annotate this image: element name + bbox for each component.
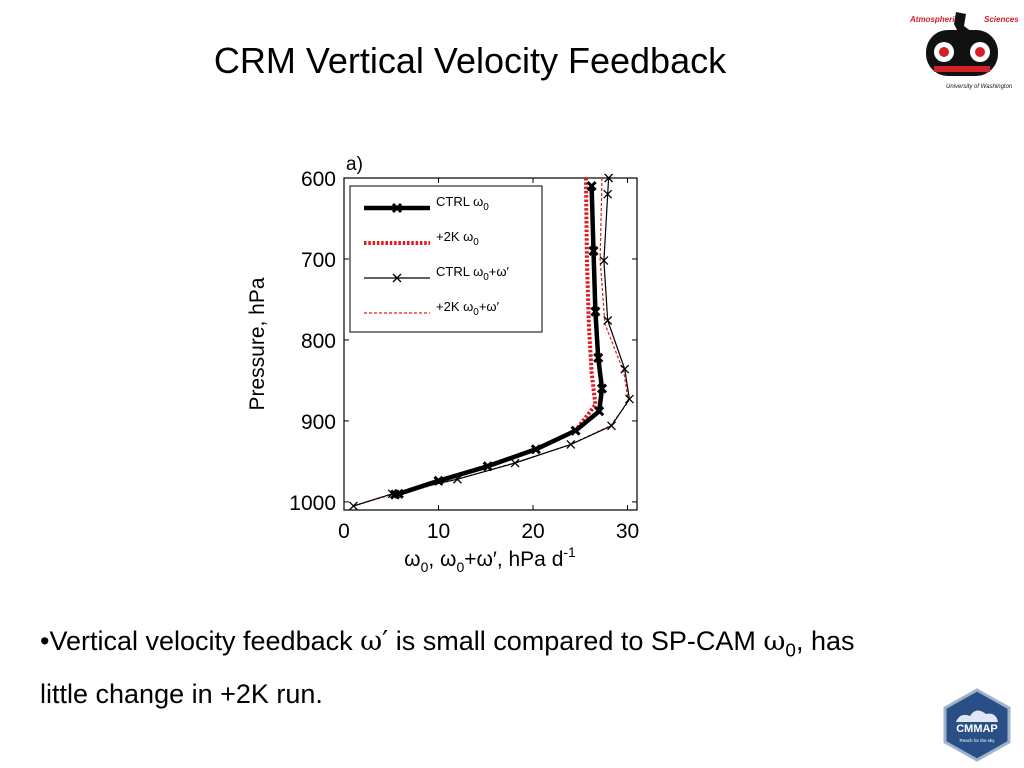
y-tick-label: 600	[301, 168, 336, 191]
panel-label: a)	[346, 154, 363, 175]
cloud-icon	[956, 710, 998, 722]
bullet-text-3: , has little change in +2K run.	[40, 626, 855, 709]
axis-ticks: 0 10 20 30 600 700 800 900 1000	[289, 168, 639, 543]
series-line-3	[353, 177, 630, 507]
slide-title: CRM Vertical Velocity Feedback	[213, 40, 727, 81]
y-tick-label: 700	[301, 249, 336, 272]
y-tick-label: 1000	[289, 492, 336, 515]
series-1-point	[596, 383, 608, 394]
series-3-point	[599, 256, 609, 266]
series-3-point	[348, 501, 358, 511]
cmmap-logo-subtext: Reach for the sky	[959, 738, 995, 743]
x-tick-label: 20	[521, 520, 544, 543]
logo-text-atmospheric: Atmospheric	[909, 15, 959, 24]
series-3-point	[620, 364, 630, 374]
omega-zero-subscript: 0	[785, 640, 796, 662]
omega-prime-symbol: ω′	[360, 626, 389, 657]
series-3-point	[603, 316, 613, 325]
y-tick-label: 800	[301, 330, 336, 353]
series-3-point	[624, 394, 634, 404]
raven-icon	[954, 12, 972, 32]
series-line-1	[394, 186, 605, 497]
series-1-point	[570, 425, 581, 436]
series-1-point	[433, 475, 444, 486]
bullet-text-1: Vertical velocity feedback	[49, 626, 361, 656]
legend-label-1: CTRL ω0	[436, 194, 489, 213]
series-3-point	[604, 173, 614, 183]
bullet-point: •Vertical velocity feedback ω′ is small …	[40, 620, 900, 715]
y-axis-label: Pressure, hPa	[246, 277, 269, 410]
x-axis-label: ω0, ω0+ω′, hPa d-1	[404, 544, 576, 575]
series-1-point	[590, 306, 601, 317]
legend-box	[349, 185, 543, 333]
omega-zero-symbol: ω	[763, 626, 786, 657]
legend-label-2: +2K ω0	[436, 229, 479, 248]
series-1-point	[594, 406, 605, 417]
legend-label-3: CTRL ω0+ω′	[436, 264, 510, 283]
bullet-text-2: is small compared to SP-CAM	[388, 626, 764, 656]
x-tick-label: 30	[616, 520, 639, 543]
cmmap-logo-text: CMMAP	[956, 723, 998, 735]
series-1-point	[588, 245, 599, 256]
legend: CTRL ω0 +2K ω0 CTRL ω0+ω′ +2K ω0+ω′	[349, 185, 543, 333]
series-1-point	[586, 181, 597, 192]
series-1-point	[389, 489, 401, 500]
legend-marker-3	[392, 273, 402, 283]
series-3-point	[607, 421, 616, 431]
cmmap-logo: CMMAP Reach for the sky	[943, 688, 1011, 762]
logo-text-uw: University of Washington	[946, 84, 1013, 90]
cmmap-hexagon	[943, 688, 1011, 762]
series-3-point	[510, 458, 520, 468]
y-tick-label: 900	[301, 411, 336, 434]
series-1-point	[593, 352, 604, 363]
bullet-mark: •	[40, 626, 50, 656]
atmospheric-sciences-logo: Atmospheric Sciences University of Washi…	[909, 12, 1018, 90]
legend-label-4: +2K ω0+ω′	[436, 299, 500, 318]
logo-text-sciences: Sciences	[984, 15, 1018, 24]
legend-marker-1	[391, 202, 403, 214]
series-1-point	[530, 444, 541, 455]
series-lines	[348, 173, 634, 511]
series-1-point	[482, 461, 493, 472]
series-3-point	[603, 189, 613, 199]
series-3-point	[566, 439, 576, 449]
x-tick-label: 0	[338, 520, 350, 543]
totem-body	[926, 30, 998, 76]
x-tick-label: 10	[427, 520, 450, 543]
